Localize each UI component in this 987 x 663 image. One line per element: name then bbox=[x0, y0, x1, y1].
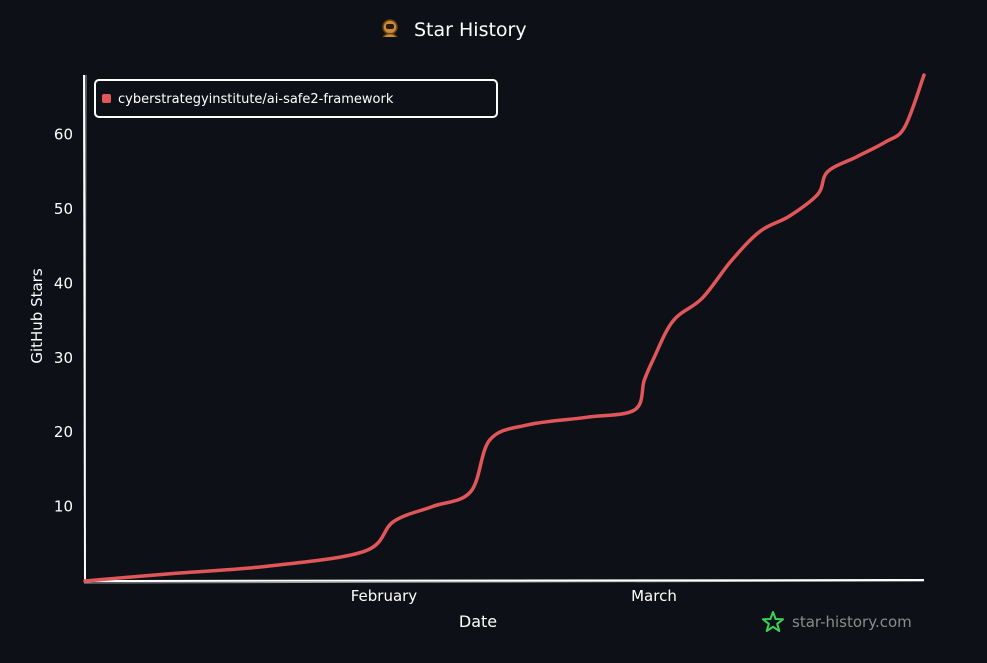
x-tick-label: February bbox=[351, 587, 418, 605]
series-point bbox=[855, 155, 858, 159]
series-point bbox=[527, 423, 531, 427]
series-point bbox=[363, 549, 367, 553]
series-point bbox=[488, 438, 492, 442]
series-point bbox=[700, 296, 704, 300]
watermark: star-history.com bbox=[762, 611, 912, 632]
x-tick-label: March bbox=[631, 587, 677, 605]
series-point bbox=[922, 73, 926, 77]
x-tick-labels: February March bbox=[351, 587, 677, 605]
legend-label: cyberstrategyinstitute/ai-safe2-framewor… bbox=[118, 92, 394, 107]
series-point bbox=[633, 408, 637, 412]
y-tick-label: 20 bbox=[54, 423, 73, 441]
y-tick-label: 50 bbox=[54, 200, 73, 218]
series-point bbox=[83, 579, 87, 583]
y-tick-label: 10 bbox=[54, 498, 73, 516]
y-axis-label: GitHub Stars bbox=[28, 268, 46, 364]
chart-title: Star History bbox=[414, 19, 527, 41]
series-point bbox=[170, 572, 174, 576]
watermark-text: star-history.com bbox=[792, 613, 912, 631]
series-point bbox=[826, 170, 830, 174]
legend-swatch bbox=[102, 94, 111, 103]
series-point bbox=[652, 356, 656, 360]
series-point bbox=[469, 490, 473, 494]
x-axis-label: Date bbox=[459, 612, 497, 631]
y-tick-label: 60 bbox=[54, 126, 73, 144]
legend: cyberstrategyinstitute/ai-safe2-framewor… bbox=[94, 79, 498, 118]
y-axis bbox=[83, 74, 87, 583]
y-tick-label: 30 bbox=[54, 349, 73, 367]
series-point bbox=[816, 192, 820, 196]
title-icon bbox=[382, 19, 398, 38]
series-point bbox=[392, 520, 396, 523]
series-point bbox=[729, 259, 733, 263]
series-point bbox=[883, 140, 887, 144]
series-point bbox=[585, 415, 588, 419]
y-tick-label: 40 bbox=[54, 274, 73, 292]
series-group bbox=[83, 73, 926, 583]
series-point bbox=[758, 229, 762, 233]
series-point bbox=[266, 564, 270, 568]
series-line bbox=[83, 73, 926, 583]
series-point bbox=[671, 319, 675, 323]
series-point bbox=[787, 214, 791, 218]
legend-box bbox=[94, 79, 498, 118]
series-point bbox=[903, 125, 907, 129]
series-point bbox=[430, 505, 434, 509]
y-tick-labels: 10 20 30 40 50 60 bbox=[54, 126, 73, 516]
star-history-logo-icon bbox=[762, 611, 784, 632]
series-point bbox=[642, 378, 646, 382]
x-axis bbox=[83, 579, 925, 584]
